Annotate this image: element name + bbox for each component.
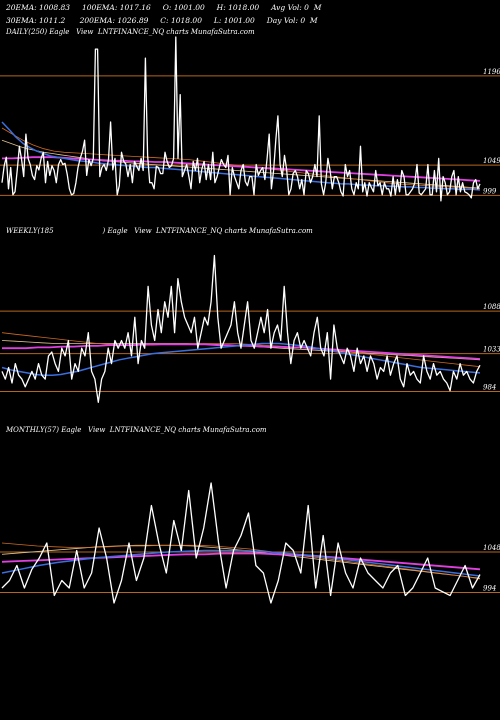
monthly-level-label-0: 1048 xyxy=(483,544,500,552)
daily-level-label-2: 999 xyxy=(483,187,497,195)
daily-ema-tan-line xyxy=(1,139,481,189)
weekly-level-label-0: 1088 xyxy=(483,303,500,311)
daily-level-label-1: 1049 xyxy=(483,157,500,165)
daily-level-label-0: 1196 xyxy=(483,68,500,76)
header-line-1: 20EMA: 1008.83 100EMA: 1017.16 O: 1001.0… xyxy=(6,3,322,12)
daily-price-line xyxy=(1,36,481,202)
monthly-price-line xyxy=(1,482,481,604)
weekly-price-line xyxy=(1,254,481,403)
header-line-2: 30EMA: 1011.2 200EMA: 1026.89 C: 1018.00… xyxy=(6,16,318,25)
monthly-panel-title: MONTHLY(57) Eagle View LNTFINANCE_NQ cha… xyxy=(6,426,267,434)
weekly-panel-title: WEEKLY(185 ) Eagle View LNTFINANCE_NQ ch… xyxy=(6,227,313,235)
daily-ema-blue-line xyxy=(1,121,481,191)
weekly-ema-tan-line xyxy=(1,340,481,361)
monthly-ema-magenta-line xyxy=(1,552,481,571)
daily-ema-magenta-line xyxy=(2,156,481,182)
monthly-ema-orange-line xyxy=(1,542,481,580)
weekly-ema-orange-line xyxy=(1,332,481,368)
weekly-level-label-1: 1033 xyxy=(483,346,500,354)
monthly-ema-blue-line xyxy=(1,549,481,577)
weekly-level-label-2: 984 xyxy=(483,383,496,391)
monthly-level-label-1: 994 xyxy=(483,585,496,593)
daily-panel-title: DAILY(250) Eagle View LNTFINANCE_NQ char… xyxy=(6,28,255,36)
